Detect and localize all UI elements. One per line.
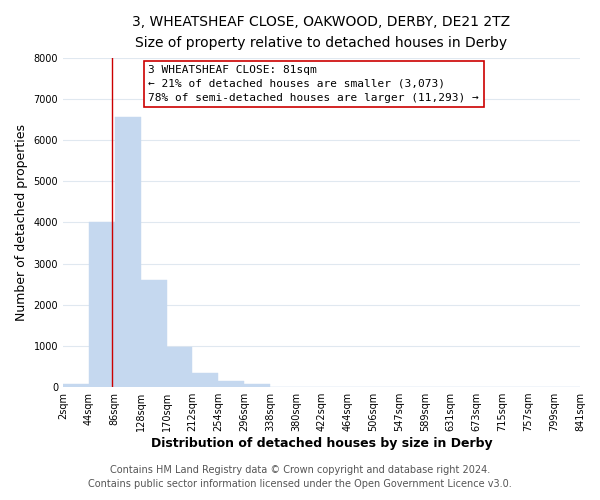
X-axis label: Distribution of detached houses by size in Derby: Distribution of detached houses by size … <box>151 437 493 450</box>
Bar <box>244 384 270 387</box>
Bar <box>89 222 115 387</box>
Bar <box>115 118 140 387</box>
Text: Contains HM Land Registry data © Crown copyright and database right 2024.
Contai: Contains HM Land Registry data © Crown c… <box>88 465 512 489</box>
Text: 3 WHEATSHEAF CLOSE: 81sqm
← 21% of detached houses are smaller (3,073)
78% of se: 3 WHEATSHEAF CLOSE: 81sqm ← 21% of detac… <box>148 65 479 103</box>
Bar <box>140 280 167 387</box>
Bar <box>193 374 218 387</box>
Bar <box>63 384 89 387</box>
Title: 3, WHEATSHEAF CLOSE, OAKWOOD, DERBY, DE21 2TZ
Size of property relative to detac: 3, WHEATSHEAF CLOSE, OAKWOOD, DERBY, DE2… <box>133 15 511 50</box>
Bar <box>218 382 244 387</box>
Y-axis label: Number of detached properties: Number of detached properties <box>15 124 28 321</box>
Bar <box>167 347 193 387</box>
